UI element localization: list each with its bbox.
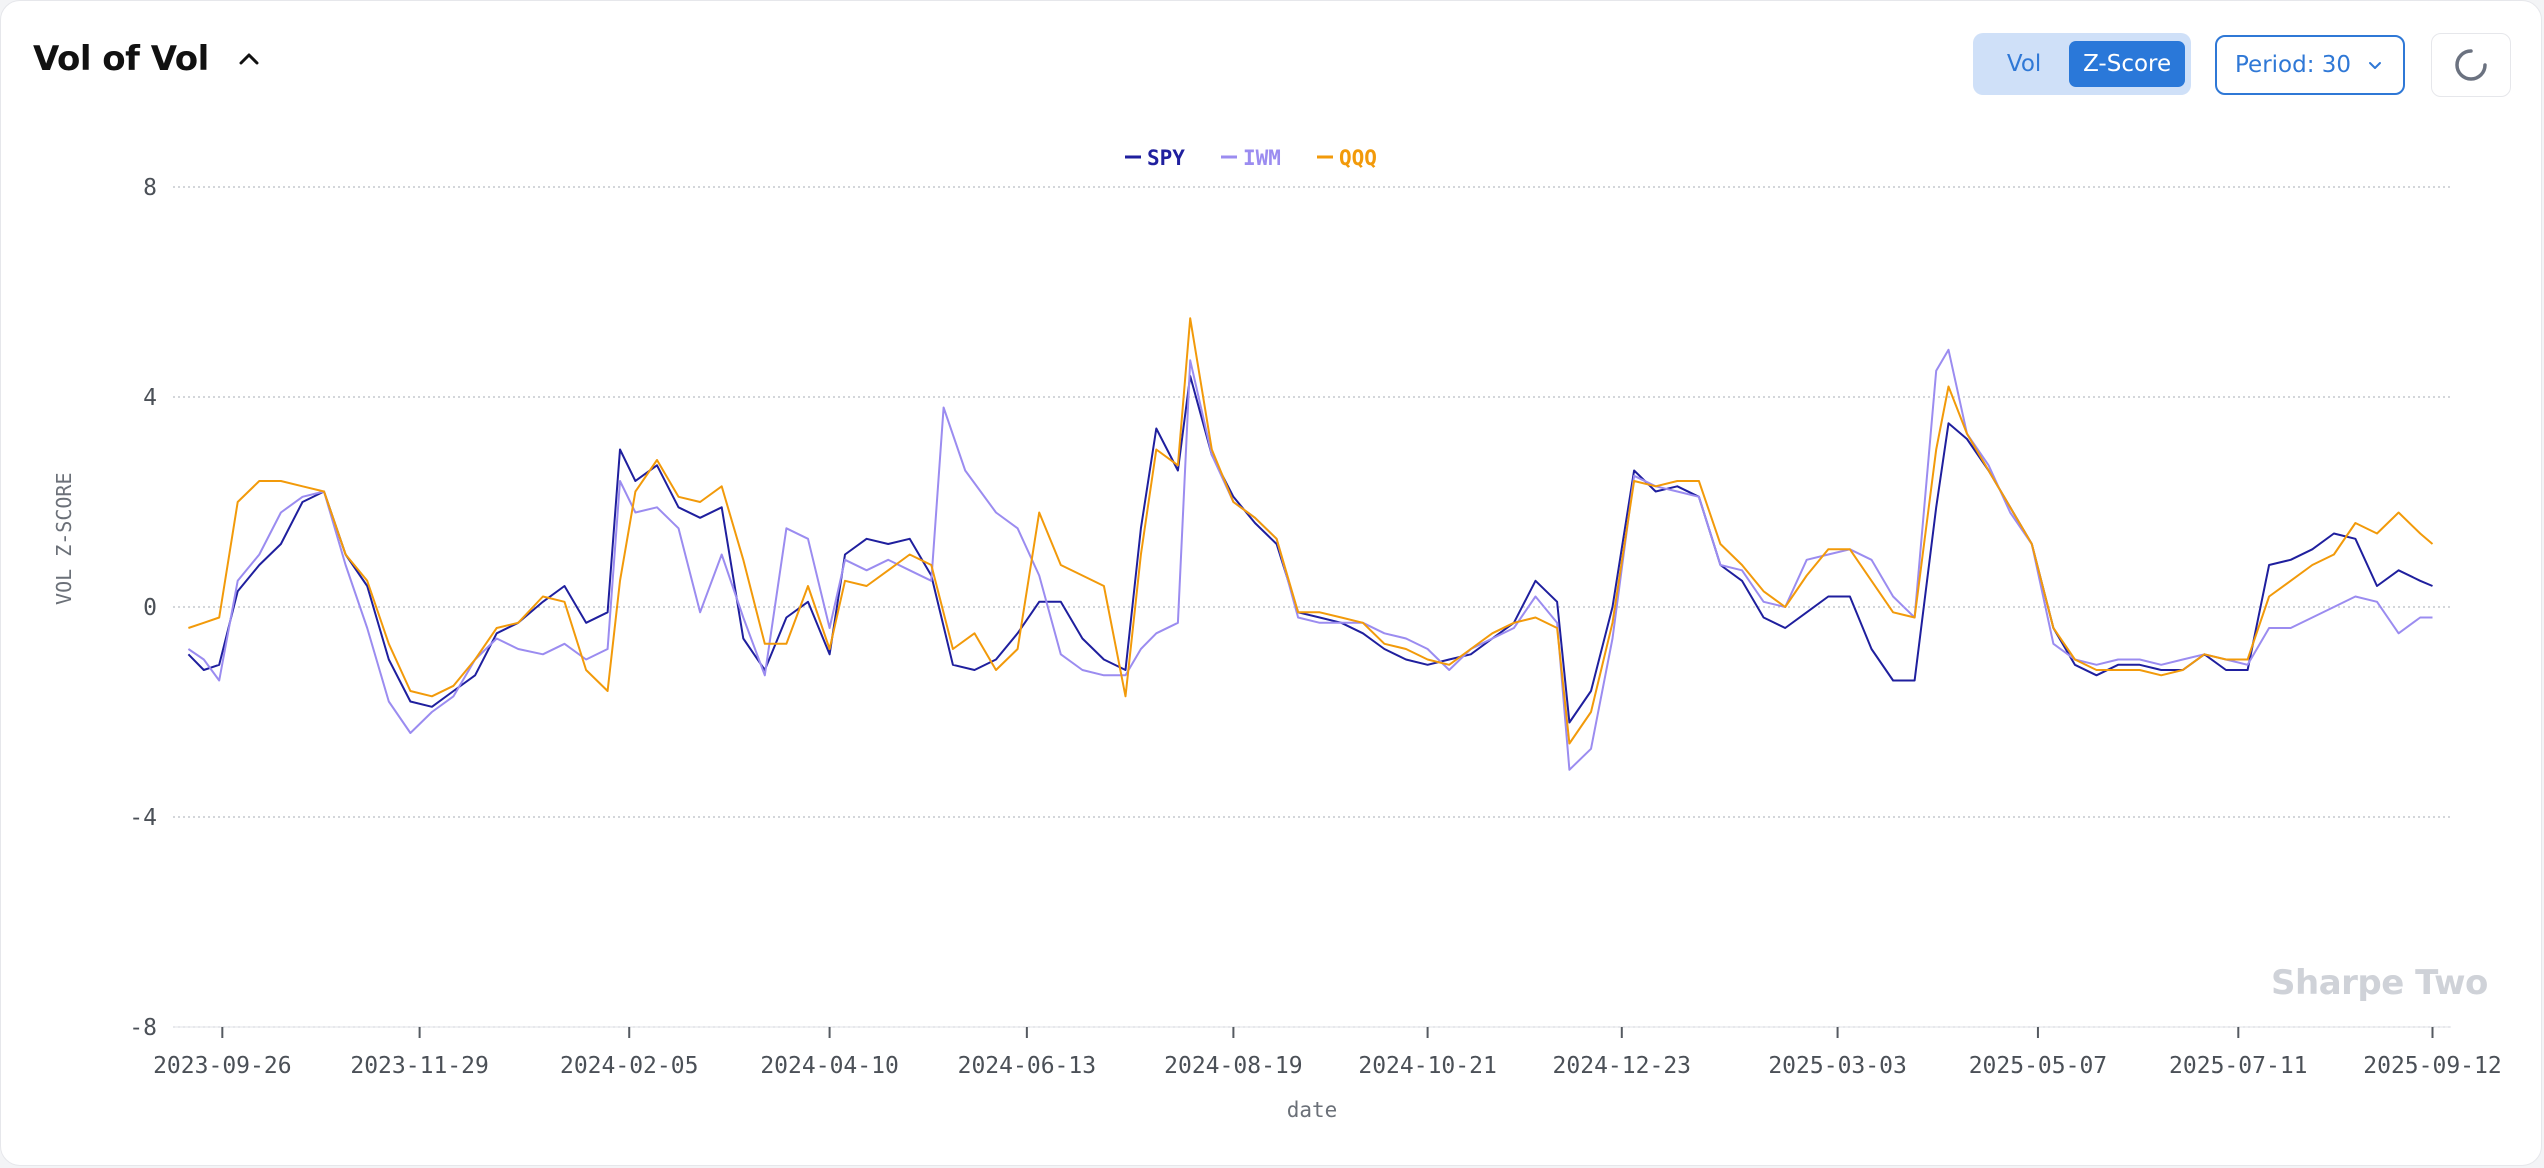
y-tick-label: 8	[143, 175, 157, 201]
legend-label-spy: SPY	[1147, 146, 1185, 170]
x-tick-label: 2024-12-23	[1553, 1053, 1691, 1079]
period-select[interactable]: Period: 30	[2215, 35, 2405, 95]
metric-toggle: Vol Z-Score	[1973, 33, 2191, 95]
period-select-label: Period: 30	[2235, 52, 2352, 78]
card-title: Vol of Vol	[33, 39, 209, 79]
y-tick-label: -8	[129, 1015, 157, 1041]
legend-label-iwm: IWM	[1243, 146, 1281, 170]
x-tick-label: 2024-10-21	[1358, 1053, 1496, 1079]
watermark: Sharpe Two	[2271, 963, 2488, 1003]
y-tick-label: 0	[143, 595, 157, 621]
x-tick-label: 2025-05-07	[1969, 1053, 2107, 1079]
x-tick-label: 2025-07-11	[2169, 1053, 2307, 1079]
x-tick-label: 2024-06-13	[958, 1053, 1096, 1079]
x-tick-label: 2025-03-03	[1768, 1053, 1906, 1079]
loading-spinner-icon	[2455, 49, 2487, 81]
card-header: Vol of Vol	[33, 39, 263, 79]
x-tick-label: 2024-02-05	[560, 1053, 698, 1079]
series-line-iwm	[187, 348, 2433, 771]
y-tick-label: -4	[129, 805, 157, 831]
legend-label-qqq: QQQ	[1339, 146, 1377, 170]
y-axis-title: VOL Z-SCORE	[52, 473, 76, 605]
x-tick-label: 2023-11-29	[350, 1053, 488, 1079]
x-tick-label: 2023-09-26	[153, 1053, 291, 1079]
chevron-up-icon	[239, 53, 259, 65]
x-tick-label: 2025-09-12	[2363, 1053, 2501, 1079]
refresh-button[interactable]	[2431, 33, 2511, 97]
chart-legend: SPY IWM QQQ	[1125, 146, 1377, 170]
x-tick-label: 2024-08-19	[1164, 1053, 1302, 1079]
toggle-vol[interactable]: Vol	[2006, 51, 2042, 77]
series-line-qqq	[188, 317, 2434, 745]
x-tick-label: 2024-04-10	[760, 1053, 898, 1079]
x-axis-title: date	[1287, 1098, 1338, 1122]
y-tick-label: 4	[143, 385, 157, 411]
chevron-down-icon	[2367, 60, 2383, 70]
collapse-button[interactable]	[235, 45, 263, 73]
toggle-zscore[interactable]: Z-Score	[2069, 41, 2185, 87]
